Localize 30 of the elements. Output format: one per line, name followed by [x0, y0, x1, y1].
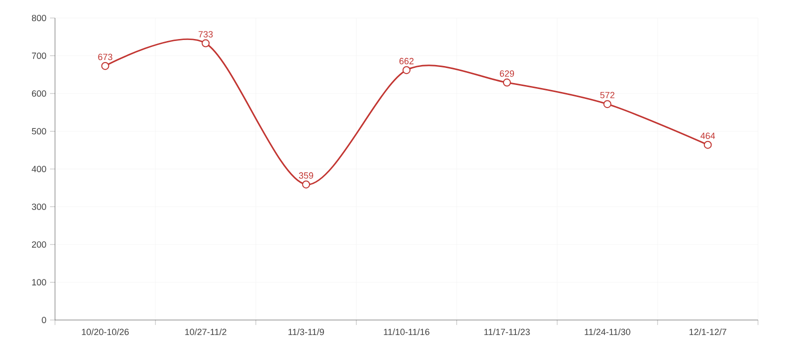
- y-tick-label: 200: [32, 241, 46, 248]
- point: [101, 62, 110, 70]
- data-label: 629: [500, 70, 514, 77]
- point: [603, 100, 612, 108]
- x-tick-label: 11/17-11/23: [484, 328, 530, 336]
- x-tick-label: 10/20-10/26: [82, 328, 129, 336]
- data-label: 464: [700, 132, 715, 140]
- y-tick-label: 500: [32, 128, 46, 134]
- data-label: 359: [298, 172, 314, 179]
- x-tick-label: 11/10-11/16: [384, 328, 430, 336]
- y-tick-label: 300: [32, 204, 46, 210]
- y-tick-label: 800: [32, 14, 46, 22]
- y-tick-label: 600: [32, 90, 46, 97]
- y-tick-label: 100: [32, 279, 46, 286]
- x-tick-label: 11/3-11/9: [288, 328, 324, 336]
- point: [704, 140, 712, 149]
- x-tick-label: 12/1-12/7: [690, 328, 726, 336]
- point: [302, 180, 310, 188]
- y-tick-label: 400: [32, 166, 46, 172]
- data-label: 673: [98, 54, 112, 60]
- data-label: 572: [600, 92, 614, 98]
- y-tick-label: 700: [32, 52, 46, 59]
- point: [202, 39, 210, 48]
- point: [402, 66, 411, 74]
- data-label: 733: [198, 31, 213, 38]
- point: [502, 78, 511, 87]
- y-tick-label: 0: [42, 316, 46, 324]
- x-tick-label: 11/24-11/30: [584, 328, 630, 336]
- data-label: 662: [399, 58, 414, 64]
- x-tick-label: 10/27-11/2: [185, 328, 226, 336]
